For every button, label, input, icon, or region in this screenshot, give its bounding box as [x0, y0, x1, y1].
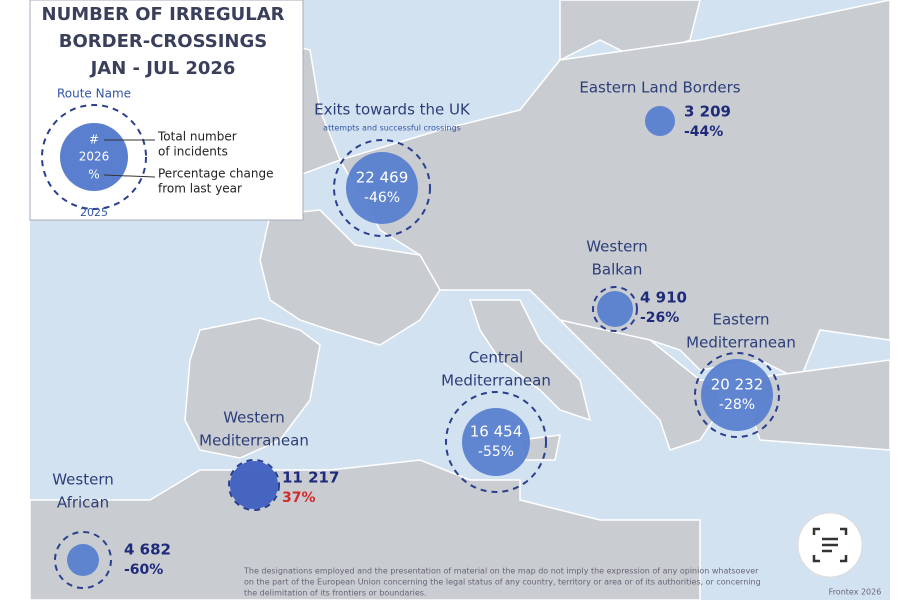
- disclaimer: The designations employed and the presen…: [243, 567, 761, 598]
- legend-change: Percentage change: [158, 167, 273, 181]
- route-name: Eastern Land Borders: [579, 79, 740, 97]
- legend-title: BORDER-CROSSINGS: [59, 31, 267, 52]
- route-name: Eastern: [712, 311, 769, 329]
- route-name: Balkan: [592, 261, 643, 279]
- routes: Exits towards the UK attempts and success…: [52, 79, 796, 589]
- route-ring: [694, 352, 780, 438]
- route-name: Central: [469, 349, 524, 367]
- route-ring: [228, 459, 280, 511]
- route-circle: [645, 106, 675, 136]
- legend-title: JAN - JUL 2026: [89, 58, 236, 79]
- live-text-button[interactable]: [797, 512, 863, 578]
- route-circle: [597, 291, 633, 327]
- route-count: 16 454: [470, 423, 523, 441]
- legend-percent: %: [88, 168, 99, 182]
- legend-pointer: [103, 174, 156, 178]
- route-name: Exits towards the UK: [314, 101, 471, 119]
- legend-route-name: Route Name: [57, 87, 131, 101]
- route-count: 22 469: [356, 169, 409, 187]
- route-count: 4 682: [124, 541, 171, 559]
- legend-count-symbol: #: [89, 133, 99, 147]
- route-change: -55%: [478, 444, 514, 460]
- route-count: 11 217: [282, 469, 339, 487]
- route-change: 37%: [282, 490, 316, 506]
- legend-change: from last year: [158, 182, 242, 196]
- legend-previous-year: 2025: [80, 206, 108, 219]
- route-name: Mediterranean: [686, 334, 796, 352]
- legend-ring: [41, 104, 147, 210]
- route-count: 4 910: [640, 289, 687, 307]
- route-circle: [346, 152, 418, 224]
- legend-total: of incidents: [158, 145, 228, 159]
- route-change: -46%: [364, 190, 400, 206]
- route-count: 20 232: [711, 376, 764, 394]
- legend: NUMBER OF IRREGULAR BORDER-CROSSINGS JAN…: [29, 0, 304, 221]
- route-count: 3 209: [684, 103, 731, 121]
- route-ring: [54, 531, 112, 589]
- route-change: -44%: [684, 124, 723, 140]
- legend-year: 2026: [79, 150, 110, 164]
- route-ring: [333, 139, 431, 237]
- route-circle: [67, 544, 99, 576]
- route-ring: [445, 391, 547, 493]
- source: Frontex 2026: [829, 588, 882, 597]
- route-circle: [462, 408, 530, 476]
- route-name: African: [57, 494, 109, 512]
- route-name: Mediterranean: [199, 432, 309, 450]
- route-circle: [230, 461, 278, 509]
- route-name: Western: [52, 471, 114, 489]
- disclaimer-line: on the part of the European Union concer…: [244, 578, 761, 587]
- disclaimer-line: the delimitation of its frontiers or bou…: [244, 589, 427, 598]
- route-change: -60%: [124, 562, 163, 578]
- disclaimer-line: The designations employed and the presen…: [243, 567, 759, 576]
- route-name: Western: [586, 238, 648, 256]
- legend-total: Total number: [157, 130, 237, 144]
- route-circle: [701, 359, 773, 431]
- route-subtitle: attempts and successful crossings: [323, 124, 461, 133]
- route-change: -28%: [719, 397, 755, 413]
- route-name: Western: [223, 409, 285, 427]
- route-change: -26%: [640, 310, 679, 326]
- route-ring: [592, 286, 638, 332]
- route-name: Mediterranean: [441, 372, 551, 390]
- legend-title: NUMBER OF IRREGULAR: [42, 4, 285, 25]
